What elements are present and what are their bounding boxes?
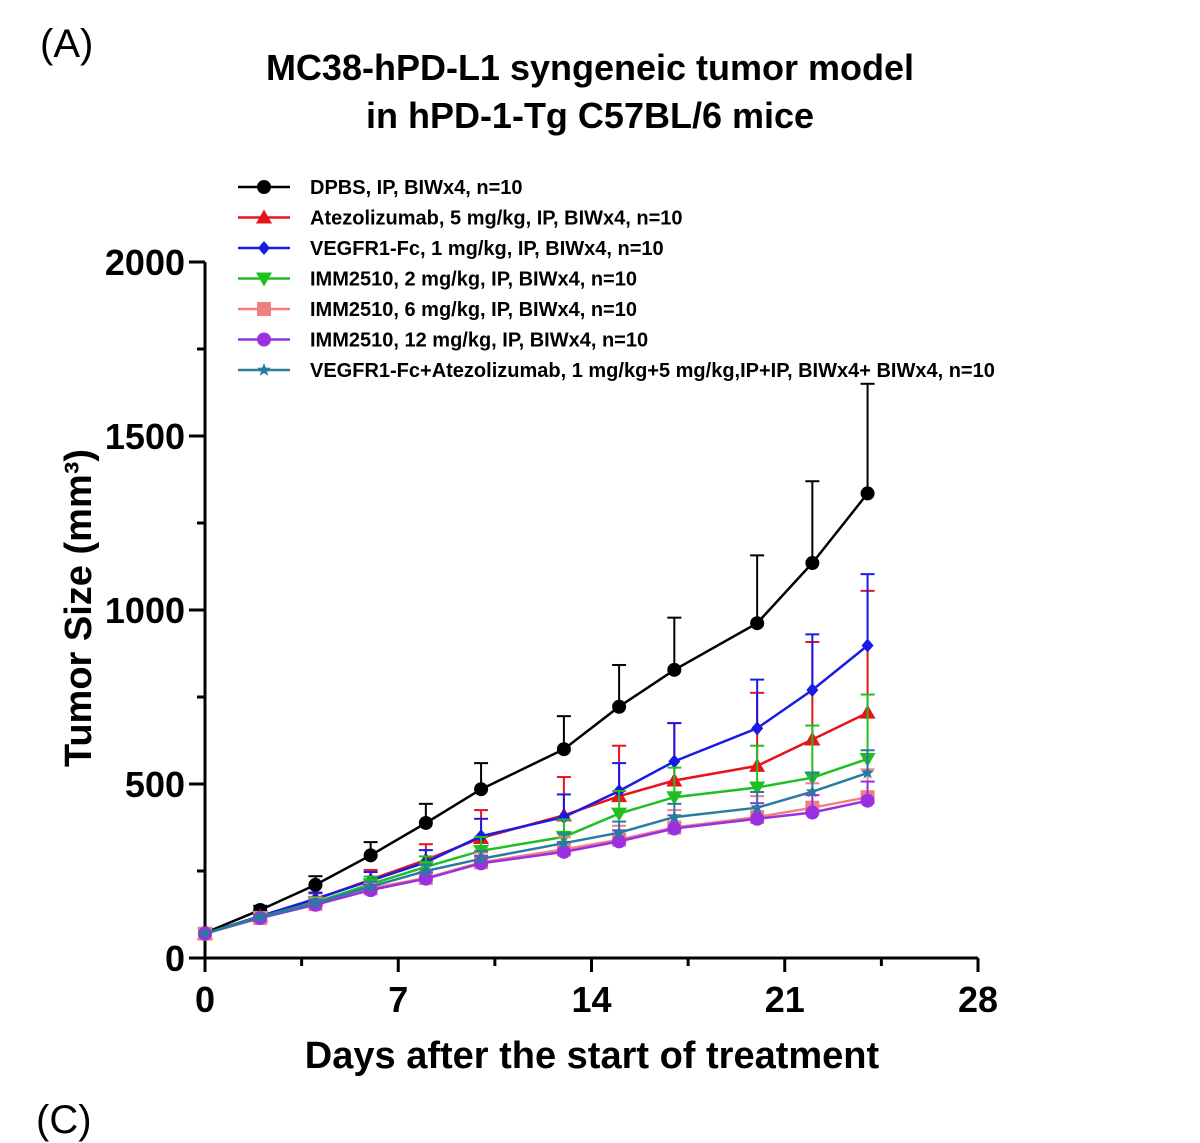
legend-marker bbox=[256, 209, 272, 224]
data-point bbox=[557, 810, 570, 825]
chart-title-line-2: in hPD-1-Tg C57BL/6 mice bbox=[366, 95, 814, 136]
data-point bbox=[806, 683, 819, 698]
data-point bbox=[805, 784, 819, 798]
legend-entry: Atezolizumab, 5 mg/kg, IP, BIWx4, n=10 bbox=[238, 208, 683, 230]
y-tick-label: 2000 bbox=[105, 242, 185, 283]
chart-title-line-1: MC38-hPD-L1 syngeneic tumor model bbox=[266, 47, 914, 88]
legend-label: VEGFR1-Fc+Atezolizumab, 1 mg/kg+5 mg/kg,… bbox=[310, 360, 995, 382]
data-point bbox=[667, 662, 682, 677]
data-point bbox=[198, 926, 212, 940]
series-2 bbox=[197, 589, 876, 940]
data-point bbox=[861, 638, 874, 653]
data-point bbox=[612, 825, 626, 839]
series-6 bbox=[198, 780, 875, 941]
data-point bbox=[556, 844, 571, 859]
legend-label: Atezolizumab, 5 mg/kg, IP, BIWx4, n=10 bbox=[310, 208, 683, 230]
legend-entry: IMM2510, 12 mg/kg, IP, BIWx4, n=10 bbox=[238, 330, 648, 352]
series-line bbox=[204, 799, 868, 935]
data-point bbox=[611, 807, 628, 822]
series-line bbox=[204, 492, 869, 935]
data-point bbox=[308, 877, 323, 892]
y-axis-label: Tumor Size (mm³) bbox=[58, 449, 100, 767]
x-tick-label: 7 bbox=[388, 979, 408, 1020]
data-point bbox=[474, 851, 488, 865]
data-point bbox=[666, 791, 683, 806]
data-point bbox=[419, 864, 433, 877]
data-point bbox=[860, 793, 875, 808]
next-panel-label: (C) bbox=[36, 1098, 92, 1142]
chart-legend: DPBS, IP, BIWx4, n=10 Atezolizumab, 5 mg/… bbox=[238, 177, 995, 382]
chart-title: MC38-hPD-L1 syngeneic tumor model in hPD… bbox=[266, 47, 914, 136]
data-point bbox=[750, 800, 764, 814]
panel-label: (A) bbox=[40, 22, 94, 66]
y-tick-label: 500 bbox=[125, 764, 185, 805]
data-point bbox=[750, 811, 765, 826]
legend-entry: VEGFR1-Fc, 1 mg/kg, IP, BIWx4, n=10 bbox=[238, 238, 664, 260]
data-point bbox=[750, 616, 765, 631]
data-point bbox=[860, 765, 875, 779]
data-point bbox=[749, 781, 766, 796]
x-tick-label: 14 bbox=[571, 979, 611, 1020]
y-tick-label: 1000 bbox=[105, 590, 185, 631]
y-tick-label: 1500 bbox=[105, 416, 185, 457]
data-point bbox=[364, 879, 378, 893]
series-7 bbox=[198, 749, 875, 940]
x-tick-label: 21 bbox=[765, 979, 805, 1020]
legend-marker bbox=[257, 363, 271, 376]
plot-area bbox=[197, 382, 876, 942]
x-tick-label: 28 bbox=[958, 979, 998, 1020]
x-axis-label: Days after the start of treatment bbox=[305, 1035, 880, 1077]
data-point bbox=[805, 805, 820, 820]
x-tick-label: 0 bbox=[195, 979, 215, 1020]
data-point bbox=[474, 782, 489, 797]
data-point bbox=[308, 896, 323, 909]
data-point bbox=[805, 556, 820, 571]
legend-marker bbox=[256, 272, 272, 287]
legend-marker bbox=[257, 302, 271, 316]
legend-entry: IMM2510, 2 mg/kg, IP, BIWx4, n=10 bbox=[238, 269, 637, 291]
legend-marker bbox=[257, 332, 271, 347]
data-point bbox=[253, 910, 267, 923]
data-point bbox=[667, 821, 682, 836]
data-point bbox=[612, 834, 627, 849]
legend-entry: DPBS, IP, BIWx4, n=10 bbox=[238, 177, 523, 199]
data-point bbox=[418, 815, 433, 830]
legend-entry: VEGFR1-Fc+Atezolizumab, 1 mg/kg+5 mg/kg,… bbox=[238, 360, 995, 382]
series-line bbox=[204, 644, 869, 935]
line-chart: MC38-hPD-L1 syngeneic tumor model in hPD… bbox=[58, 47, 998, 1077]
data-point bbox=[557, 836, 571, 849]
data-point bbox=[751, 721, 764, 736]
legend-marker bbox=[258, 241, 270, 255]
data-point bbox=[668, 754, 681, 769]
legend-label: IMM2510, 2 mg/kg, IP, BIWx4, n=10 bbox=[310, 269, 637, 291]
series-line bbox=[204, 771, 869, 935]
legend-label: IMM2510, 6 mg/kg, IP, BIWx4, n=10 bbox=[310, 299, 637, 321]
y-tick-label: 0 bbox=[165, 938, 185, 979]
data-point bbox=[612, 699, 627, 714]
legend-label: VEGFR1-Fc, 1 mg/kg, IP, BIWx4, n=10 bbox=[310, 238, 664, 260]
legend-label: IMM2510, 12 mg/kg, IP, BIWx4, n=10 bbox=[310, 330, 648, 352]
legend-label: DPBS, IP, BIWx4, n=10 bbox=[310, 177, 523, 199]
legend-marker bbox=[257, 180, 271, 194]
chart-axes: 0 7 14 21 28 0 500 1000 1500 2000 bbox=[105, 242, 998, 1020]
data-point bbox=[860, 486, 875, 501]
data-point bbox=[363, 848, 378, 863]
data-point bbox=[667, 810, 681, 823]
data-point bbox=[556, 742, 571, 757]
legend-entry: IMM2510, 6 mg/kg, IP, BIWx4, n=10 bbox=[238, 299, 637, 321]
